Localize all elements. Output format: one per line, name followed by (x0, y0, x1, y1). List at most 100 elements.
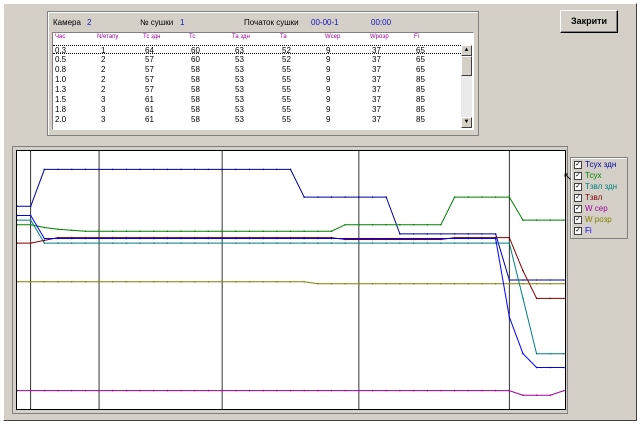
legend-checkbox[interactable]: ✓ (574, 227, 582, 235)
table-row[interactable]: 1.3 2 57 58 53 55 9 37 85 (53, 85, 463, 94)
legend-checkbox[interactable]: ✓ (574, 161, 582, 169)
legend-checkbox[interactable]: ✓ (574, 183, 582, 191)
table-cell: 85 (416, 105, 425, 114)
series-point (98, 242, 100, 244)
series-point (358, 223, 360, 226)
series-point (84, 230, 87, 232)
series-point (111, 168, 114, 171)
table-cell: 37 (372, 95, 381, 104)
series-point (303, 242, 306, 244)
series-point (207, 168, 210, 171)
table-row[interactable]: 1.8 3 61 58 53 55 9 37 85 (53, 105, 463, 114)
series-point (289, 168, 292, 171)
table-cell: 55 (282, 85, 291, 94)
legend-checkbox[interactable]: ✓ (574, 205, 582, 213)
table-cell: 1.5 (55, 95, 67, 104)
series-point (221, 237, 223, 240)
drying-log-table[interactable]: Час N/етапу Тс здн Тс Та здн Та Wсер Wро… (52, 32, 474, 130)
legend-checkbox[interactable]: ✓ (574, 194, 582, 202)
column-header-tc: Тс (189, 34, 196, 40)
series-point (180, 230, 182, 232)
series-point (70, 281, 73, 283)
table-cell: 9 (326, 65, 331, 74)
series-point (467, 233, 470, 235)
series-point (453, 242, 456, 244)
series-point (535, 297, 538, 300)
series-point (494, 237, 497, 240)
series-point (29, 223, 32, 226)
table-row[interactable]: 1.5 3 61 58 53 55 9 37 85 (53, 95, 463, 104)
table-cell: 64 (145, 46, 154, 55)
series-point (29, 219, 32, 221)
table-scrollbar[interactable]: ▲ ▼ (461, 45, 472, 128)
scroll-up-button[interactable]: ▲ (461, 45, 472, 56)
table-cell: 58 (191, 105, 200, 114)
series-point (426, 389, 429, 392)
table-cell: 3 (101, 115, 106, 124)
series-point (29, 242, 32, 244)
table-cell: 1.0 (55, 75, 67, 84)
legend-label: Тсух здн (585, 160, 617, 169)
series-point (317, 230, 319, 232)
series-point (453, 282, 456, 285)
table-cell: 9 (326, 46, 331, 55)
series-point (371, 389, 374, 392)
scrollbar-thumb[interactable] (461, 56, 472, 76)
series-point (412, 282, 415, 285)
series-point (467, 282, 470, 285)
table-cell: 2 (101, 55, 106, 64)
table-cell: 37 (372, 85, 381, 94)
series-point (494, 282, 497, 285)
table-row[interactable]: 0.5 2 57 60 53 52 9 37 65 (53, 55, 463, 64)
legend-checkbox[interactable]: ✓ (574, 216, 582, 224)
series-point (522, 394, 524, 396)
table-row[interactable]: 1.0 2 57 58 53 55 9 37 85 (53, 75, 463, 84)
series-point (153, 242, 155, 244)
series-point (235, 242, 237, 244)
series-point (399, 233, 401, 235)
column-header-fi: Fi (414, 34, 419, 40)
series-point (481, 233, 483, 235)
series-point (344, 282, 347, 285)
series-point (549, 219, 552, 221)
table-row[interactable]: 0.3 1 64 60 63 52 9 37 65 (53, 45, 463, 55)
series-point (508, 316, 511, 318)
table-cell: 52 (282, 46, 291, 55)
series-point (235, 281, 237, 283)
series-point (303, 230, 306, 232)
series-point (371, 223, 374, 226)
series-point (194, 281, 196, 283)
series-point (221, 281, 223, 283)
table-cell: 37 (372, 105, 381, 114)
series-point (440, 223, 442, 226)
series-point (317, 196, 319, 198)
table-cell: 85 (416, 115, 425, 124)
table-row[interactable]: 2.0 3 61 58 53 55 9 37 85 (53, 115, 463, 124)
series-point (385, 282, 388, 285)
series-point (235, 237, 237, 240)
table-cell: 2 (101, 65, 106, 74)
series-point (522, 219, 524, 221)
series-point (563, 282, 565, 285)
series-point (57, 389, 59, 392)
series-point (180, 281, 182, 283)
series-point (84, 281, 87, 283)
series-point (412, 233, 415, 235)
series-point (111, 230, 114, 232)
series-point (303, 389, 306, 392)
series-point (549, 282, 552, 285)
series-point (522, 279, 524, 281)
scroll-down-button[interactable]: ▼ (461, 117, 472, 128)
series-point (330, 389, 333, 392)
series-point (317, 389, 319, 392)
close-button[interactable]: Закрити (560, 10, 618, 33)
legend-checkbox[interactable]: ✓ (574, 172, 582, 180)
series-point (111, 242, 114, 244)
table-row[interactable]: 0.8 2 57 58 53 55 9 37 65 (53, 65, 463, 74)
series-point (481, 282, 483, 285)
table-cell: 61 (145, 115, 154, 124)
series-point (371, 237, 374, 240)
series-point (563, 366, 565, 369)
table-cell: 60 (191, 46, 200, 55)
series-point (221, 168, 223, 171)
